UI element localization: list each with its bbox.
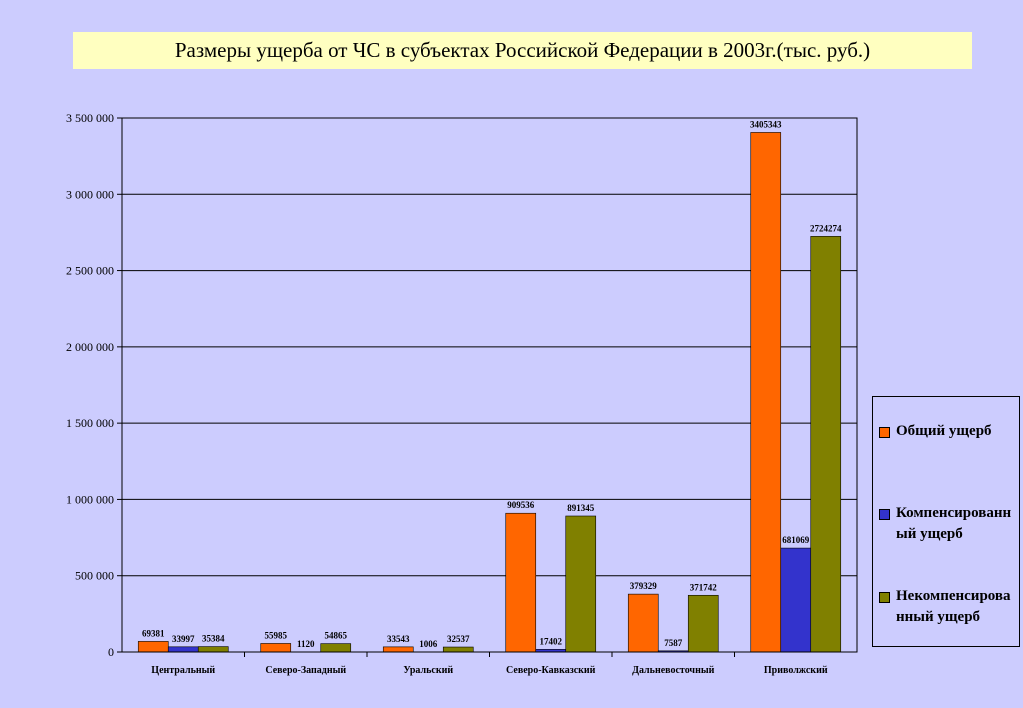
bar-uncompensated	[687, 594, 719, 653]
y-axis-tick-labels: 0 500 000 1 000 000 1 500 000 2 000 000 2 500…	[66, 111, 114, 659]
bar-total	[137, 641, 169, 653]
data-label: 33997	[172, 634, 195, 644]
data-label: 69381	[142, 628, 165, 638]
grid-lines	[122, 117, 857, 577]
legend-swatch-compensated	[879, 509, 890, 520]
legend-label-uncompensated: Некомпенсированный ущерб	[896, 588, 1011, 625]
data-label: 17402	[540, 636, 563, 646]
chart-title-text: Размеры ущерба от ЧС в субъектах Российс…	[174, 38, 871, 62]
y-tick-label: 1 500 000	[66, 416, 114, 430]
legend-label-total: Общий ущерб	[896, 423, 992, 439]
y-tick-label: 3 500 000	[66, 111, 114, 125]
bar-total	[382, 646, 414, 653]
y-tick-label: 1 000 000	[66, 492, 114, 506]
y-tick-label: 2 000 000	[66, 340, 114, 354]
bar-total	[750, 132, 782, 653]
x-tick-label: Дальневосточный	[632, 665, 715, 676]
y-tick-label: 3 000 000	[66, 187, 114, 201]
data-label: 7587	[664, 638, 683, 648]
data-label: 681069	[782, 535, 810, 545]
bar-total	[260, 643, 292, 653]
data-label: 3405343	[750, 119, 782, 129]
bar-compensated	[167, 646, 199, 653]
legend: Общий ущерб Компенсированный ущерб Неком…	[872, 396, 1020, 647]
axes	[117, 117, 858, 657]
y-tick-label: 0	[108, 645, 114, 659]
legend-swatch-total	[879, 427, 890, 438]
bar-uncompensated	[810, 236, 842, 653]
data-label: 32537	[447, 634, 470, 644]
x-tick-label: Северо-Кавказский	[506, 665, 596, 676]
data-label: 379329	[630, 581, 658, 591]
bars	[137, 132, 842, 653]
legend-item-uncompensated: Некомпенсированный ущерб	[879, 586, 1019, 628]
data-label: 35384	[202, 634, 225, 644]
data-label: 55985	[265, 630, 288, 640]
data-label: 1006	[419, 639, 438, 649]
data-label: 891345	[567, 503, 595, 513]
data-label: 371742	[690, 582, 718, 592]
x-tick-label: Уральский	[403, 665, 453, 676]
chart-title: Размеры ущерба от ЧС в субъектах Российс…	[73, 32, 972, 69]
legend-swatch-uncompensated	[879, 592, 890, 603]
bar-uncompensated	[565, 515, 597, 653]
legend-item-total: Общий ущерб	[879, 421, 1019, 442]
y-tick-label: 2 500 000	[66, 264, 114, 278]
data-label: 909536	[507, 500, 535, 510]
x-axis-tick-labels: Центральный Северо-Западный Уральский Север…	[151, 665, 828, 676]
bar-total	[505, 512, 537, 653]
bar-uncompensated	[197, 646, 229, 653]
x-tick-label: Приволжский	[764, 665, 828, 676]
bar-uncompensated	[442, 646, 474, 653]
bar-uncompensated	[320, 643, 352, 653]
legend-item-compensated: Компенсированный ущерб	[879, 503, 1019, 545]
plot-area	[121, 117, 858, 653]
data-label: 33543	[387, 634, 410, 644]
y-tick-label: 500 000	[75, 569, 114, 583]
bar-compensated	[780, 547, 812, 653]
data-labels: 69381 33997 35384 55985 1120 54865 33543 1006 32…	[142, 119, 842, 648]
x-tick-label: Северо-Западный	[265, 665, 346, 676]
data-label: 1120	[297, 639, 315, 649]
data-label: 54865	[325, 631, 348, 641]
bar-total	[627, 593, 659, 653]
data-label: 2724274	[810, 223, 842, 233]
x-tick-label: Центральный	[151, 665, 215, 676]
legend-label-compensated: Компенсированный ущерб	[896, 505, 1012, 542]
